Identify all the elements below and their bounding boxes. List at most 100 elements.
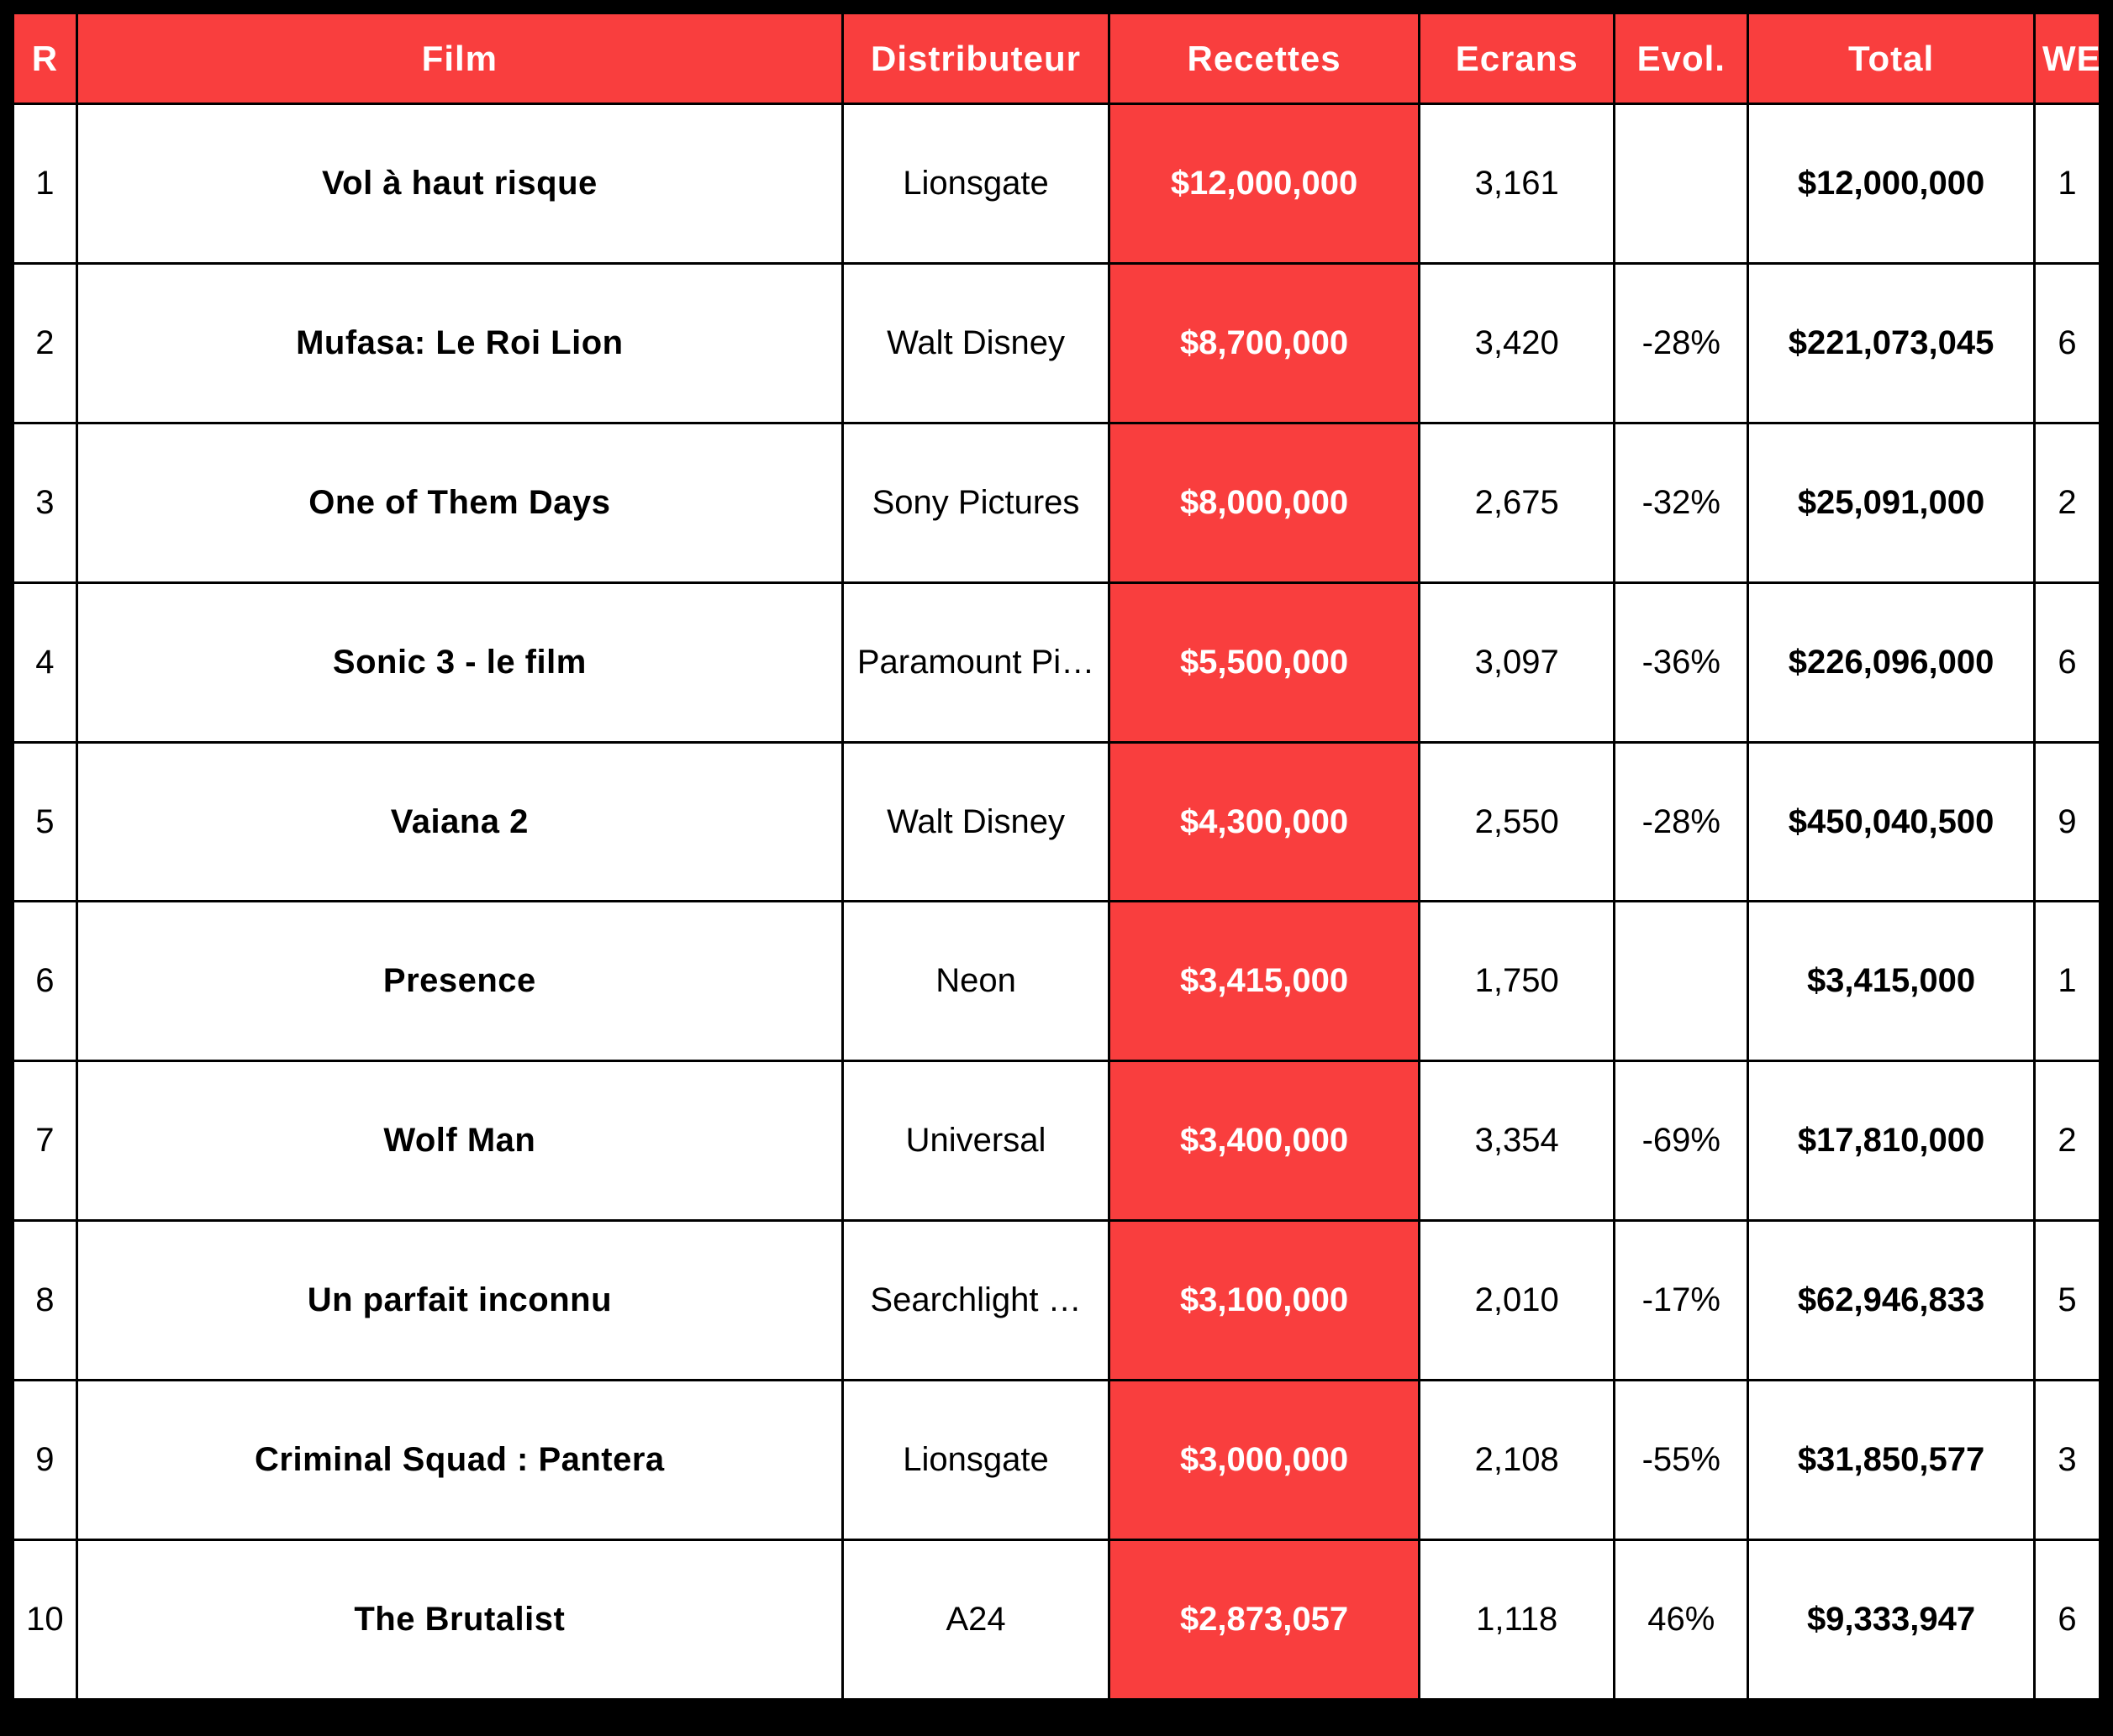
cell-total: $9,333,947 — [1747, 1539, 2036, 1701]
header-screens: Ecrans — [1418, 12, 1616, 105]
table-row: 2 Mufasa: Le Roi Lion Walt Disney $8,700,00… — [12, 261, 2101, 424]
cell-total: $17,810,000 — [1747, 1060, 2036, 1223]
cell-evolution: -17% — [1613, 1219, 1750, 1382]
cell-film: The Brutalist — [75, 1539, 844, 1701]
cell-total: $221,073,045 — [1747, 261, 2036, 424]
table-body: 1 Vol à haut risque Lionsgate $12,000,000 3,… — [12, 103, 2101, 1701]
cell-film: Vol à haut risque — [75, 103, 844, 265]
cell-total: $3,415,000 — [1747, 900, 2036, 1063]
header-revenue: Recettes — [1108, 12, 1421, 105]
cell-film: Criminal Squad : Pantera — [75, 1379, 844, 1542]
cell-revenue: $4,300,000 — [1108, 740, 1421, 903]
cell-rank: 2 — [12, 261, 78, 424]
cell-revenue: $8,700,000 — [1108, 261, 1421, 424]
cell-rank: 10 — [12, 1539, 78, 1701]
cell-evolution: 46% — [1613, 1539, 1750, 1701]
cell-film: One of Them Days — [75, 421, 844, 584]
cell-total: $31,850,577 — [1747, 1379, 2036, 1542]
table-row: 10 The Brutalist A24 $2,873,057 1,118 46% $9,3… — [12, 1539, 2101, 1701]
cell-film: Vaiana 2 — [75, 740, 844, 903]
cell-evolution — [1613, 900, 1750, 1063]
cell-revenue: $3,400,000 — [1108, 1060, 1421, 1223]
cell-film: Un parfait inconnu — [75, 1219, 844, 1382]
cell-total: $450,040,500 — [1747, 740, 2036, 903]
header-we: WE — [2033, 12, 2101, 105]
cell-rank: 7 — [12, 1060, 78, 1223]
cell-evolution: -28% — [1613, 740, 1750, 903]
table-row: 9 Criminal Squad : Pantera Lionsgate $3,000… — [12, 1379, 2101, 1542]
cell-rank: 8 — [12, 1219, 78, 1382]
cell-we: 1 — [2033, 900, 2101, 1063]
cell-screens: 1,750 — [1418, 900, 1616, 1063]
header-distributor: Distributeur — [840, 12, 1111, 105]
cell-evolution: -36% — [1613, 581, 1750, 744]
cell-screens: 2,010 — [1418, 1219, 1616, 1382]
cell-we: 9 — [2033, 740, 2101, 903]
cell-rank: 9 — [12, 1379, 78, 1542]
cell-evolution: -69% — [1613, 1060, 1750, 1223]
table-row: 4 Sonic 3 - le film Paramount Pi… $5,500,00… — [12, 581, 2101, 744]
cell-film: Presence — [75, 900, 844, 1063]
cell-revenue: $12,000,000 — [1108, 103, 1421, 265]
cell-rank: 5 — [12, 740, 78, 903]
box-office-table: R Film Distributeur Recettes Ecrans Evol… — [12, 12, 2101, 1701]
cell-evolution: -55% — [1613, 1379, 1750, 1542]
header-rank: R — [12, 12, 78, 105]
cell-revenue: $5,500,000 — [1108, 581, 1421, 744]
cell-we: 3 — [2033, 1379, 2101, 1542]
cell-total: $12,000,000 — [1747, 103, 2036, 265]
cell-revenue: $3,415,000 — [1108, 900, 1421, 1063]
cell-screens: 2,675 — [1418, 421, 1616, 584]
cell-screens: 3,354 — [1418, 1060, 1616, 1223]
cell-we: 2 — [2033, 421, 2101, 584]
cell-distributor: Searchlight … — [840, 1219, 1111, 1382]
cell-evolution: -32% — [1613, 421, 1750, 584]
cell-distributor: Lionsgate — [840, 1379, 1111, 1542]
table-row: 5 Vaiana 2 Walt Disney $4,300,000 2,550 -28% $… — [12, 740, 2101, 903]
cell-rank: 4 — [12, 581, 78, 744]
cell-film: Sonic 3 - le film — [75, 581, 844, 744]
cell-we: 6 — [2033, 1539, 2101, 1701]
header-total: Total — [1747, 12, 2036, 105]
cell-we: 5 — [2033, 1219, 2101, 1382]
cell-total: $226,096,000 — [1747, 581, 2036, 744]
cell-screens: 3,097 — [1418, 581, 1616, 744]
cell-distributor: Walt Disney — [840, 261, 1111, 424]
table-row: 8 Un parfait inconnu Searchlight … $3,100,0… — [12, 1219, 2101, 1382]
cell-rank: 1 — [12, 103, 78, 265]
cell-film: Mufasa: Le Roi Lion — [75, 261, 844, 424]
table-row: 7 Wolf Man Universal $3,400,000 3,354 -69% $17… — [12, 1060, 2101, 1223]
cell-distributor: Neon — [840, 900, 1111, 1063]
cell-distributor: Walt Disney — [840, 740, 1111, 903]
header-row: R Film Distributeur Recettes Ecrans Evol… — [12, 12, 2101, 105]
cell-rank: 3 — [12, 421, 78, 584]
cell-revenue: $3,000,000 — [1108, 1379, 1421, 1542]
cell-screens: 3,161 — [1418, 103, 1616, 265]
cell-distributor: Universal — [840, 1060, 1111, 1223]
header-film: Film — [75, 12, 844, 105]
table-row: 1 Vol à haut risque Lionsgate $12,000,000 3,… — [12, 103, 2101, 265]
table-row: 3 One of Them Days Sony Pictures $8,000,000… — [12, 421, 2101, 584]
table-header: R Film Distributeur Recettes Ecrans Evol… — [12, 12, 2101, 105]
cell-revenue: $8,000,000 — [1108, 421, 1421, 584]
cell-revenue: $3,100,000 — [1108, 1219, 1421, 1382]
cell-distributor: A24 — [840, 1539, 1111, 1701]
table-row: 6 Presence Neon $3,415,000 1,750 $3,415,000 1 — [12, 900, 2101, 1063]
cell-revenue: $2,873,057 — [1108, 1539, 1421, 1701]
cell-screens: 2,550 — [1418, 740, 1616, 903]
cell-we: 2 — [2033, 1060, 2101, 1223]
cell-total: $25,091,000 — [1747, 421, 2036, 584]
cell-screens: 3,420 — [1418, 261, 1616, 424]
cell-total: $62,946,833 — [1747, 1219, 2036, 1382]
cell-screens: 2,108 — [1418, 1379, 1616, 1542]
cell-we: 6 — [2033, 261, 2101, 424]
cell-evolution — [1613, 103, 1750, 265]
cell-rank: 6 — [12, 900, 78, 1063]
cell-we: 6 — [2033, 581, 2101, 744]
header-evolution: Evol. — [1613, 12, 1750, 105]
cell-we: 1 — [2033, 103, 2101, 265]
cell-distributor: Sony Pictures — [840, 421, 1111, 584]
cell-film: Wolf Man — [75, 1060, 844, 1223]
cell-distributor: Paramount Pi… — [840, 581, 1111, 744]
